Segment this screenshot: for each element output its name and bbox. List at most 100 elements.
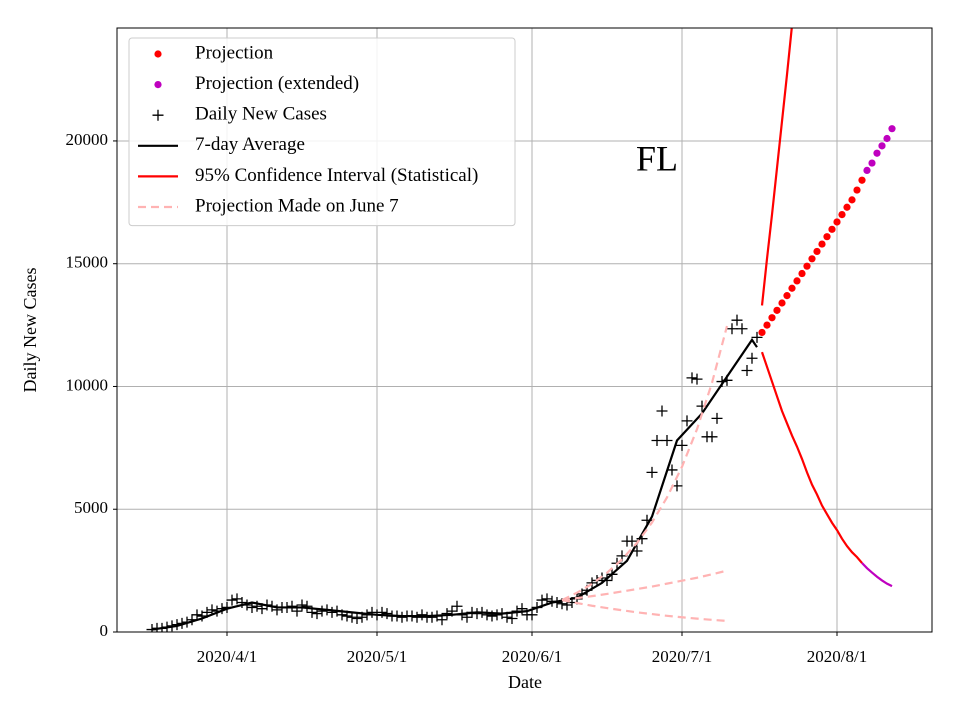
projection-point	[808, 255, 816, 263]
case-point	[326, 606, 338, 618]
projection-point	[873, 149, 881, 157]
projection-point	[798, 269, 806, 278]
projection-point	[768, 314, 776, 322]
case-point	[746, 352, 758, 364]
series-line	[151, 337, 758, 631]
case-point	[696, 400, 708, 412]
case-point	[246, 601, 258, 613]
case-point	[491, 609, 503, 621]
legend-box	[128, 37, 516, 227]
series-line	[760, 28, 793, 306]
x-tick-label: 2020/5/1	[347, 647, 407, 666]
projection-point	[823, 233, 831, 241]
case-point	[381, 608, 393, 620]
series-line	[561, 325, 729, 602]
projection-point	[833, 218, 841, 226]
case-point	[726, 323, 738, 335]
case-point	[426, 611, 438, 623]
projection-point	[788, 284, 796, 292]
case-point	[526, 609, 538, 621]
legend-marker	[154, 50, 162, 58]
case-point	[481, 609, 493, 621]
projection-point	[883, 134, 891, 143]
projection-point	[793, 277, 801, 285]
case-point	[316, 605, 328, 617]
projection-point	[838, 211, 846, 219]
case-point	[366, 606, 378, 618]
case-point	[691, 373, 703, 385]
series-line	[760, 351, 863, 564]
x-tick-label: 2020/7/1	[652, 647, 712, 666]
case-point	[661, 434, 673, 446]
case-point	[741, 365, 753, 377]
case-point	[411, 611, 423, 623]
projection-point	[868, 159, 876, 167]
projection-point	[863, 166, 871, 175]
y-tick-label: 15000	[66, 253, 109, 272]
x-tick-label: 2020/6/1	[502, 647, 562, 666]
series-line	[861, 562, 893, 588]
case-point	[676, 439, 688, 451]
case-point	[301, 600, 313, 612]
x-axis-label: Date	[508, 672, 542, 692]
projection-point	[813, 247, 821, 256]
case-point	[626, 535, 638, 547]
projection-point	[763, 321, 771, 329]
case-point	[396, 611, 408, 623]
case-point	[651, 434, 663, 446]
projection-point	[853, 186, 861, 194]
case-point	[296, 599, 308, 611]
case-point	[226, 594, 238, 606]
case-point	[586, 577, 598, 589]
case-point	[656, 405, 668, 417]
legend-label: 95% Confidence Interval (Statistical)	[195, 165, 478, 186]
case-point	[286, 600, 298, 612]
projection-point	[758, 328, 766, 337]
legend-label: Daily New Cases	[195, 104, 327, 125]
y-tick-label: 10000	[66, 375, 109, 394]
projection-point	[818, 240, 826, 248]
case-point	[441, 608, 453, 620]
case-point	[711, 412, 723, 424]
projection-point	[778, 299, 786, 307]
projection-point	[888, 125, 896, 133]
legend-marker	[152, 109, 164, 121]
axes: 0 5000 10000 15000 20000 2020/4/1 2020/5/1 2020…	[66, 130, 868, 666]
case-point	[506, 612, 518, 624]
legend-label: Projection Made on June 7	[195, 195, 399, 216]
projection-point	[848, 196, 856, 204]
projection-point	[858, 176, 866, 184]
case-point	[706, 431, 718, 443]
series-line	[561, 599, 728, 623]
legend: Projection Projection (extended) Daily New…	[128, 37, 516, 227]
case-point	[731, 314, 743, 326]
case-point	[646, 466, 658, 478]
legend-label: Projection	[195, 42, 274, 63]
case-point	[681, 415, 693, 427]
projection-point	[828, 225, 836, 233]
projection-point	[878, 142, 886, 150]
case-point	[416, 609, 428, 621]
case-point	[736, 323, 748, 335]
case-point	[451, 600, 463, 612]
case-point	[191, 609, 203, 621]
axes-frame	[116, 27, 933, 633]
case-point	[351, 612, 363, 624]
y-tick-label: 20000	[66, 130, 109, 149]
legend-label: Projection (extended)	[195, 73, 359, 94]
case-point	[751, 331, 763, 343]
series-line	[561, 569, 728, 602]
y-tick-label: 0	[100, 621, 109, 640]
case-point	[686, 372, 698, 384]
case-point	[346, 611, 358, 623]
y-tick-label: 5000	[74, 498, 108, 517]
legend-label: 7-day Average	[195, 134, 305, 155]
legend-marker	[154, 81, 162, 89]
plot-area	[146, 28, 896, 632]
case-point	[541, 593, 553, 605]
case-point	[236, 597, 248, 609]
y-axis-label: Daily New Cases	[20, 268, 40, 393]
case-point	[271, 604, 283, 616]
projection-point	[783, 292, 791, 300]
